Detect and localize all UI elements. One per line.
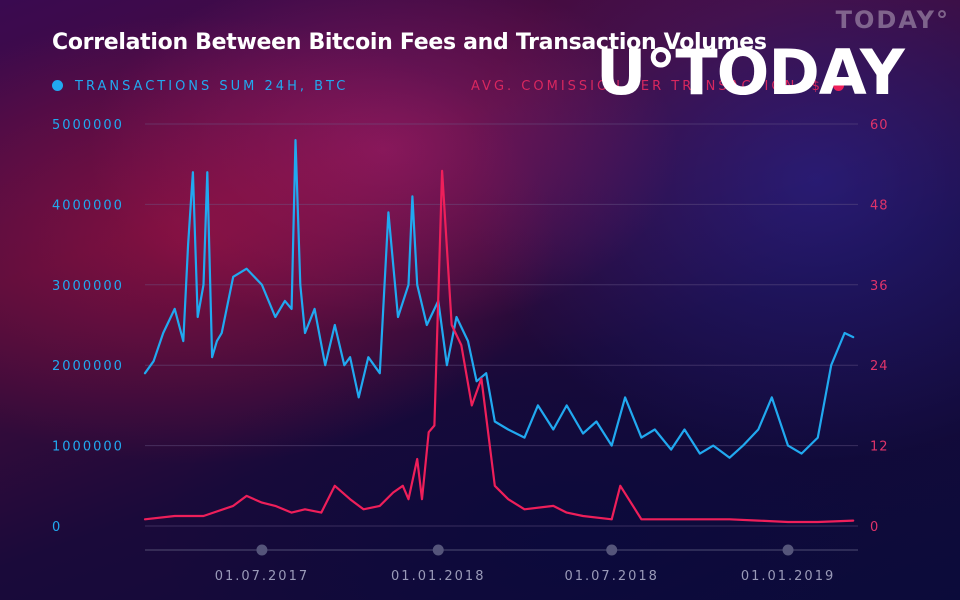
series-lines <box>143 139 855 524</box>
y-left-tick-label: 2000000 <box>52 359 124 374</box>
y-axis-right: 0 12 24 36 48 60 <box>870 118 889 535</box>
series-line-commission <box>143 169 855 524</box>
legend-marker-transactions <box>52 80 63 91</box>
x-axis: 01.07.2017 01.01.2018 01.07.2018 01.01.2019 <box>145 544 858 584</box>
y-right-tick-label: 24 <box>870 359 889 374</box>
x-axis-tick-marker <box>432 544 444 556</box>
y-right-tick-label: 12 <box>870 440 889 455</box>
x-axis-tick-marker <box>606 544 618 556</box>
chart-title: Correlation Between Bitcoin Fees and Tra… <box>52 30 767 55</box>
x-tick-label: 01.01.2018 <box>391 569 485 584</box>
y-left-tick-label: 5000000 <box>52 118 124 133</box>
x-tick-label: 01.07.2017 <box>215 569 309 584</box>
y-right-tick-label: 0 <box>870 520 879 535</box>
x-axis-tick-marker <box>256 544 268 556</box>
series-line-transactions <box>143 139 855 459</box>
x-tick-label: 01.07.2018 <box>564 569 658 584</box>
watermark-logo-small: TODAY° <box>835 6 950 34</box>
y-right-tick-label: 60 <box>870 118 889 133</box>
legend-item-commission: AVG. COMISSION PER TRANSACTION, $ <box>471 79 844 94</box>
y-left-tick-label: 4000000 <box>52 198 124 213</box>
x-tick-label: 01.01.2019 <box>741 569 835 584</box>
legend-marker-commission <box>832 80 844 91</box>
y-axis-left: 0 1000000 2000000 3000000 4000000 5000000 <box>52 118 124 535</box>
legend-item-transactions: TRANSACTIONS SUM 24H, BTC <box>52 79 348 94</box>
y-left-tick-label: 3000000 <box>52 279 124 294</box>
y-left-tick-label: 0 <box>52 520 62 535</box>
legend-label-commission: AVG. COMISSION PER TRANSACTION, $ <box>471 79 823 94</box>
legend-label-transactions: TRANSACTIONS SUM 24H, BTC <box>75 79 349 94</box>
x-axis-tick-marker <box>782 544 794 556</box>
watermark-logo-large: U°TODAY <box>596 36 905 109</box>
y-right-tick-label: 48 <box>870 198 889 213</box>
y-left-tick-label: 1000000 <box>52 440 124 455</box>
gridlines <box>145 123 858 527</box>
y-right-tick-label: 36 <box>870 279 889 294</box>
